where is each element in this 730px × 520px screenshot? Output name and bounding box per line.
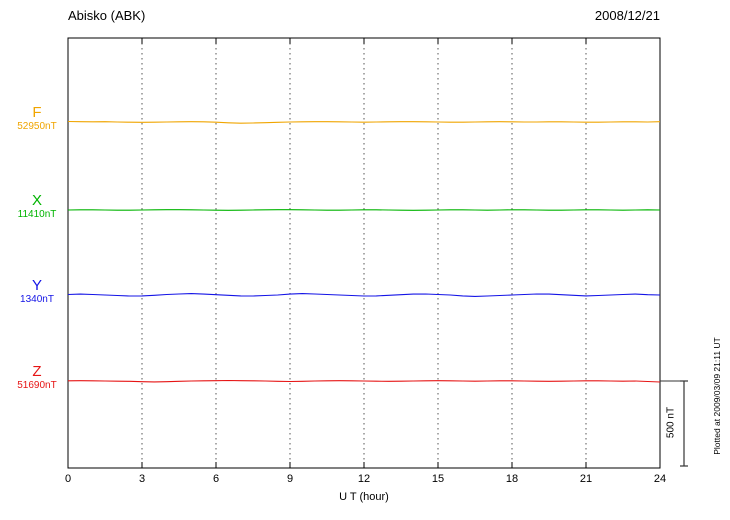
trace-label-X: X 11410nT bbox=[6, 192, 68, 221]
x-tick-label: 24 bbox=[653, 473, 667, 485]
x-tick-label: 12 bbox=[357, 473, 371, 485]
x-tick-label: 6 bbox=[212, 473, 220, 485]
x-tick-label: 15 bbox=[431, 473, 445, 485]
x-tick-label: 3 bbox=[138, 473, 146, 485]
x-tick-label: 18 bbox=[505, 473, 519, 485]
trace-letter-X: X bbox=[31, 192, 42, 209]
trace-label-Z: Z 51690nT bbox=[6, 363, 68, 392]
trace-letter-F: F bbox=[32, 104, 42, 121]
trace-Z bbox=[67, 379, 661, 383]
trace-Y bbox=[67, 293, 661, 297]
trace-X bbox=[67, 209, 661, 211]
x-tick-label: 21 bbox=[579, 473, 593, 485]
trace-baseline-Z: 51690nT bbox=[17, 380, 57, 392]
trace-label-Y: Y 1340nT bbox=[6, 277, 68, 306]
trace-F bbox=[67, 120, 661, 124]
page-title: Abisko (ABK) bbox=[68, 8, 146, 23]
plotted-at-note: Plotted at 2009/03/09 21:11 UT bbox=[712, 337, 722, 455]
date-label: 2008/12/21 bbox=[594, 8, 660, 23]
trace-letter-Z: Z bbox=[32, 363, 42, 380]
x-tick-label: 0 bbox=[64, 473, 72, 485]
trace-letter-Y: Y bbox=[31, 277, 42, 294]
x-axis-label: U T (hour) bbox=[339, 491, 389, 503]
trace-baseline-F: 52950nT bbox=[17, 121, 57, 133]
trace-baseline-X: 11410nT bbox=[17, 209, 57, 221]
x-tick-label: 9 bbox=[286, 473, 294, 485]
trace-baseline-Y: 1340nT bbox=[20, 294, 54, 306]
scalebar-label: 500 nT bbox=[665, 406, 677, 439]
trace-label-F: F 52950nT bbox=[6, 104, 68, 133]
